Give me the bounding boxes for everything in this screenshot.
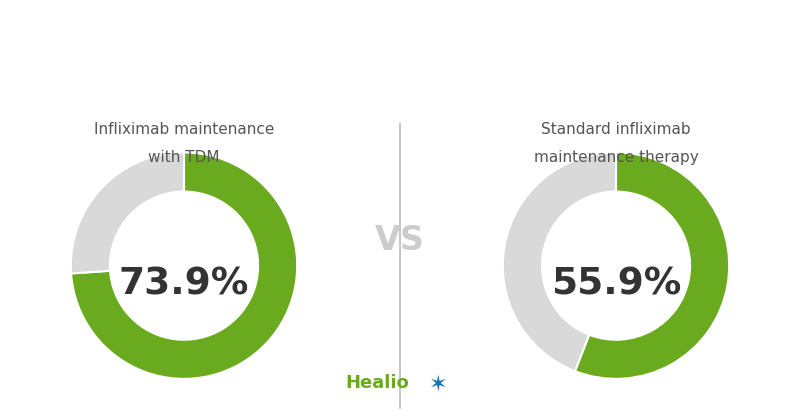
Text: maintenance therapy: maintenance therapy bbox=[534, 150, 698, 165]
Wedge shape bbox=[71, 152, 297, 379]
Text: VS: VS bbox=[375, 224, 425, 257]
Text: Sustained disease control among patients with: Sustained disease control among patients… bbox=[141, 29, 659, 48]
Wedge shape bbox=[575, 152, 729, 379]
Wedge shape bbox=[71, 152, 184, 273]
Text: immune-mediated inflammatory diseases:: immune-mediated inflammatory diseases: bbox=[168, 77, 632, 96]
Text: 73.9%: 73.9% bbox=[119, 266, 249, 302]
Text: ✶: ✶ bbox=[429, 375, 448, 394]
Wedge shape bbox=[503, 152, 616, 371]
Text: 55.9%: 55.9% bbox=[551, 266, 681, 302]
Text: with TDM: with TDM bbox=[148, 150, 220, 165]
Text: Standard infliximab: Standard infliximab bbox=[541, 122, 691, 137]
Text: Infliximab maintenance: Infliximab maintenance bbox=[94, 122, 274, 137]
Text: Healio: Healio bbox=[345, 374, 409, 392]
